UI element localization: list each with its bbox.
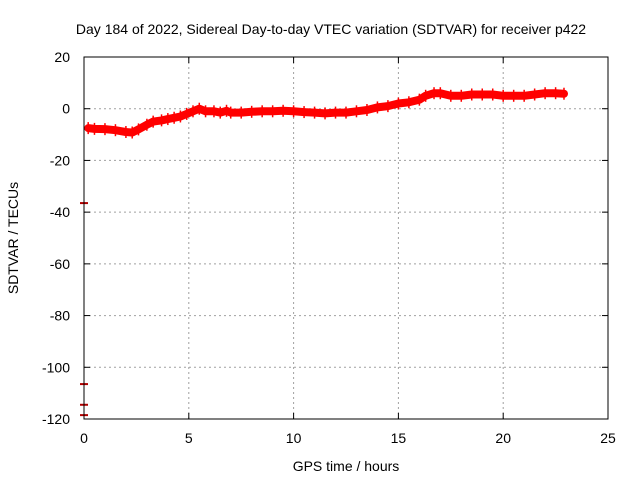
grid-lines [84, 57, 608, 419]
y-tick-label: -40 [50, 204, 70, 220]
x-tick-label: 20 [495, 430, 511, 446]
x-axis-label: GPS time / hours [293, 458, 400, 474]
y-tick-label: 0 [62, 101, 70, 117]
x-tick-labels: 0 5 10 15 20 25 [80, 430, 616, 446]
x-tick-label: 15 [391, 430, 407, 446]
x-tick-label: 10 [286, 430, 302, 446]
x-tick-label: 5 [185, 430, 193, 446]
y-tick-label: -60 [50, 256, 70, 272]
x-tick-label: 25 [600, 430, 616, 446]
chart-title: Day 184 of 2022, Sidereal Day-to-day VTE… [76, 21, 586, 37]
x-tick-label: 0 [80, 430, 88, 446]
y-tick-labels: -120 -100 -80 -60 -40 -20 0 20 [42, 49, 70, 427]
y-tick-label: -120 [42, 411, 70, 427]
y-tick-label: -100 [42, 359, 70, 375]
y-tick-label: 20 [54, 49, 70, 65]
y-tick-label: -20 [50, 152, 70, 168]
y-axis-label: SDTVAR / TECUs [5, 182, 21, 294]
data-series [80, 87, 568, 417]
plot-frame [83, 56, 609, 420]
y-tick-label: -80 [50, 308, 70, 324]
